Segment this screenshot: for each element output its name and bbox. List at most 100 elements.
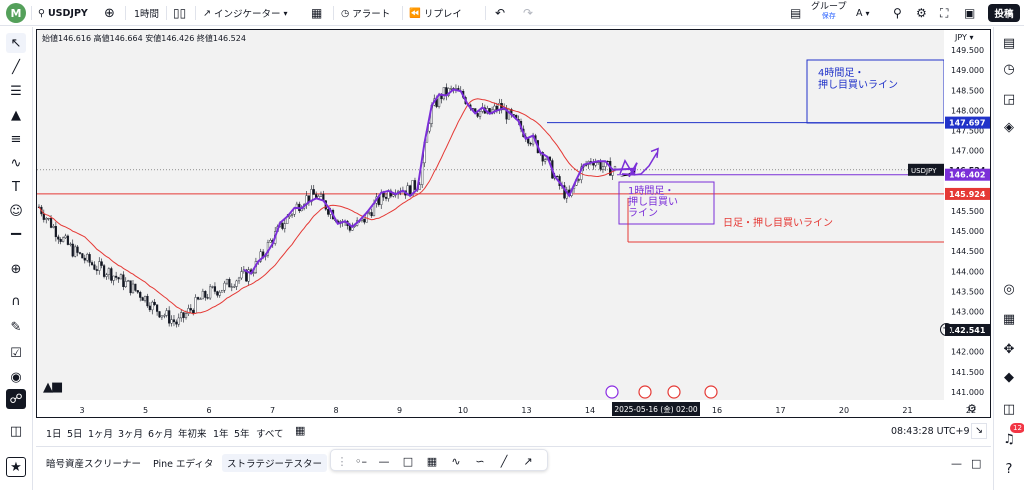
path-line-icon[interactable]: ∿ <box>451 454 461 468</box>
fullscreen-icon[interactable]: ⛶ <box>940 5 949 20</box>
extended-line-icon[interactable]: ↗ <box>523 454 533 468</box>
minimize-icon[interactable]: — <box>951 456 962 470</box>
target-hotlist-icon[interactable]: ◎ <box>1003 281 1015 297</box>
indicators-label: インジケーター <box>213 9 281 20</box>
horizontal-ray-icon[interactable]: — <box>378 454 390 468</box>
box-1h <box>618 181 715 225</box>
ideas-arrows-icon[interactable]: ✥ <box>1003 341 1015 357</box>
grid-box-icon[interactable]: ▦ <box>426 454 438 468</box>
range-1y[interactable]: 1年 <box>213 429 229 440</box>
indicators-button[interactable]: ↗ インジケーター ▾ <box>203 4 288 22</box>
range-5d[interactable]: 5日 <box>67 429 83 440</box>
currency-label[interactable]: JPY ▾ <box>955 33 973 42</box>
text-tool-icon[interactable]: T <box>12 179 20 195</box>
brush-lock-icon[interactable]: ✎ <box>10 319 22 335</box>
notifications-bell-icon[interactable]: ♫ 12 <box>999 423 1024 449</box>
help-question-icon[interactable]: ? <box>1005 461 1013 477</box>
trend-line-icon[interactable]: ╱ <box>12 59 20 75</box>
emoji-smile-icon[interactable]: ☺ <box>9 203 23 219</box>
alert-button[interactable]: ◷ アラート <box>341 4 390 22</box>
chat-icon[interactable]: ◫ <box>1002 401 1016 417</box>
user-avatar[interactable]: M <box>6 3 26 23</box>
tab-crypto-screener[interactable]: 暗号資産スクリーナー <box>46 459 142 470</box>
rectangle-icon[interactable]: □ <box>402 454 414 468</box>
save-label: 保存 <box>821 12 836 20</box>
fib-retracement-icon[interactable]: ≡ <box>10 131 22 147</box>
chart-pane[interactable]: 4時間足・ 押し目買いライン 1時間足・ 押し目買い ライン 日足・押し目買いライン 14… <box>36 29 991 418</box>
settings-gear-icon[interactable]: ⚙ <box>916 6 927 20</box>
candle-style-icon[interactable]: ▯▯ <box>173 6 187 20</box>
candle-up <box>252 272 255 274</box>
watchlist-icon[interactable]: ▤ <box>1002 35 1016 51</box>
streams-icon[interactable]: ◆ <box>1004 369 1014 385</box>
range-3m[interactable]: 3ヶ月 <box>118 429 144 440</box>
trash-icon[interactable]: ◫ <box>9 423 23 439</box>
interval-button[interactable]: 1時間 <box>134 9 160 20</box>
range-1d[interactable]: 1日 <box>46 429 62 440</box>
data-window-icon[interactable]: ◲ <box>1002 91 1016 107</box>
eye-icon[interactable]: ◉ <box>10 369 22 385</box>
range-1m[interactable]: 1ヶ月 <box>88 429 114 440</box>
goto-date-calendar-icon[interactable]: ▦ <box>295 424 306 437</box>
segment-icon[interactable]: ╱ <box>500 454 508 468</box>
camera-snapshot-icon[interactable]: ▣ <box>964 6 976 20</box>
drag-handle-icon[interactable]: ⋮ <box>336 454 348 468</box>
candle-up <box>105 274 108 277</box>
pitchfork-icon[interactable]: ▲ <box>11 107 21 123</box>
replay-button[interactable]: ⏪ リプレイ <box>409 4 462 22</box>
symbol-search[interactable]: ⚲ USDJPY <box>38 4 88 22</box>
auto-scale-icon[interactable]: ↘ <box>971 423 987 439</box>
calendar-icon[interactable]: ▦ <box>1002 311 1016 327</box>
polyline-icon[interactable]: ∽ <box>475 454 485 468</box>
utc-clock[interactable]: 08:43:28 UTC+9 <box>891 426 970 437</box>
candle-up <box>418 184 421 190</box>
alerts-clock-icon[interactable]: ◷ <box>1003 61 1015 77</box>
maximize-icon[interactable]: □ <box>971 456 982 470</box>
layout-save-icon[interactable]: ▤ <box>790 6 802 20</box>
candle-down <box>527 138 530 144</box>
pattern-zigzag-icon[interactable]: ∿ <box>10 155 22 171</box>
range-6m[interactable]: 6ヶ月 <box>148 429 174 440</box>
range-5y[interactable]: 5年 <box>234 429 250 440</box>
price-axis[interactable]: 149.500 149.000 148.500 148.000 147.500 147.0… <box>908 30 991 418</box>
group-a-dropdown[interactable]: A ▾ <box>856 4 870 22</box>
ray-line-icon[interactable]: ◦– <box>355 454 367 468</box>
horizontal-lines-icon[interactable]: ☰ <box>10 83 22 99</box>
magnet-icon[interactable]: ∩ <box>11 293 21 309</box>
zoom-in-icon[interactable]: ⊕ <box>10 261 22 277</box>
cross-plus-icon[interactable]: + <box>940 323 953 336</box>
quick-search-icon[interactable]: ⚲ <box>893 6 902 20</box>
economic-event-icon <box>704 385 718 399</box>
compare-plus-icon[interactable]: ⊕ <box>104 5 115 21</box>
post-button[interactable]: 投稿 <box>988 4 1020 22</box>
redo-icon[interactable]: ↷ <box>523 6 534 20</box>
box-4h-text: 4時間足・ <box>818 67 864 79</box>
time-axis[interactable]: 3567891013141516172021222025-05-16 (金) 0… <box>37 400 991 418</box>
ruler-icon[interactable]: ▔ <box>11 233 21 249</box>
lock-icon[interactable]: ☑ <box>10 345 22 361</box>
candle-up <box>199 298 202 300</box>
candle-down <box>78 252 82 254</box>
tab-pine-editor[interactable]: Pine エディタ <box>153 459 214 470</box>
layout-grid-icon[interactable]: ▦ <box>311 6 323 20</box>
candle-up <box>269 240 272 243</box>
undo-icon[interactable]: ↶ <box>495 6 506 20</box>
axis-settings-gear-icon[interactable]: ⚙ <box>967 402 977 415</box>
price-tick-label: 143.500 <box>951 287 984 296</box>
range-ytd[interactable]: 年初来 <box>178 429 207 440</box>
cursor-arrow-icon[interactable]: ↖ <box>6 33 26 53</box>
tab-strategy-tester[interactable]: ストラテジーテスター <box>222 454 328 472</box>
link-chain-icon[interactable]: ☍ <box>6 389 26 409</box>
group-save-button[interactable]: グループ 保存 <box>811 3 846 21</box>
layers-icon[interactable]: ◈ <box>1004 119 1014 135</box>
candle-down <box>49 218 53 228</box>
candle-down <box>90 262 94 265</box>
candle-down <box>158 311 161 318</box>
candle-down <box>228 279 231 288</box>
favorites-star-icon[interactable]: ★ <box>6 457 26 477</box>
top-toolbar: M ⚲ USDJPY ⊕ 1時間 ▯▯ ↗ インジケーター ▾ ▦ ◷ アラート… <box>0 0 1024 26</box>
candle-up <box>319 194 323 197</box>
range-all[interactable]: すべて <box>256 429 284 440</box>
